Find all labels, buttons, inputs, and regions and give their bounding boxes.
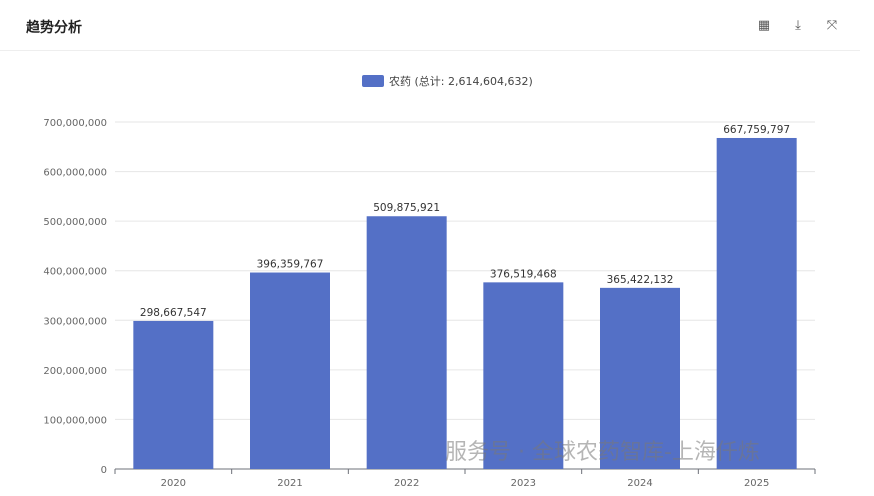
y-tick-label: 600,000,000 — [43, 168, 107, 179]
bar — [366, 216, 447, 469]
x-tick-label: 2022 — [394, 478, 419, 489]
page-title: 趋势分析 — [26, 20, 82, 36]
data-label: 298,667,547 — [140, 307, 207, 319]
legend-label: 农药 (总计: 2,614,604,632) — [389, 75, 533, 88]
legend-swatch — [362, 75, 384, 87]
y-tick-label: 200,000,000 — [43, 366, 107, 377]
download-icon[interactable]: ⤓ — [795, 18, 801, 33]
divider — [0, 50, 860, 51]
x-tick-label: 2023 — [511, 478, 536, 489]
data-label: 509,875,921 — [373, 202, 440, 214]
legend-item[interactable]: 农药 (总计: 2,614,604,632) — [362, 73, 533, 89]
y-tick-label: 700,000,000 — [43, 118, 107, 129]
y-tick-label: 300,000,000 — [43, 316, 107, 327]
bar — [716, 137, 797, 469]
bar — [483, 282, 564, 469]
table-icon[interactable]: ▦ — [757, 18, 771, 33]
data-label: 376,519,468 — [490, 268, 557, 280]
y-tick-label: 400,000,000 — [43, 267, 107, 278]
x-tick-label: 2025 — [744, 478, 769, 489]
bar — [133, 320, 214, 469]
x-tick-label: 2020 — [161, 478, 186, 489]
data-label: 365,422,132 — [607, 274, 674, 286]
y-tick-label: 500,000,000 — [43, 217, 107, 228]
watermark: 服务号 · 全球农药智库-上海仟炼 — [445, 440, 760, 465]
y-tick-label: 0 — [101, 465, 107, 476]
fullscreen-icon[interactable]: ⤧ — [826, 18, 838, 33]
bar — [250, 272, 330, 469]
bar — [600, 287, 680, 469]
data-label: 396,359,767 — [257, 259, 324, 271]
data-label: 667,759,797 — [723, 124, 790, 136]
x-tick-label: 2021 — [277, 478, 302, 489]
y-tick-label: 100,000,000 — [43, 415, 107, 426]
x-tick-label: 2024 — [627, 478, 652, 489]
